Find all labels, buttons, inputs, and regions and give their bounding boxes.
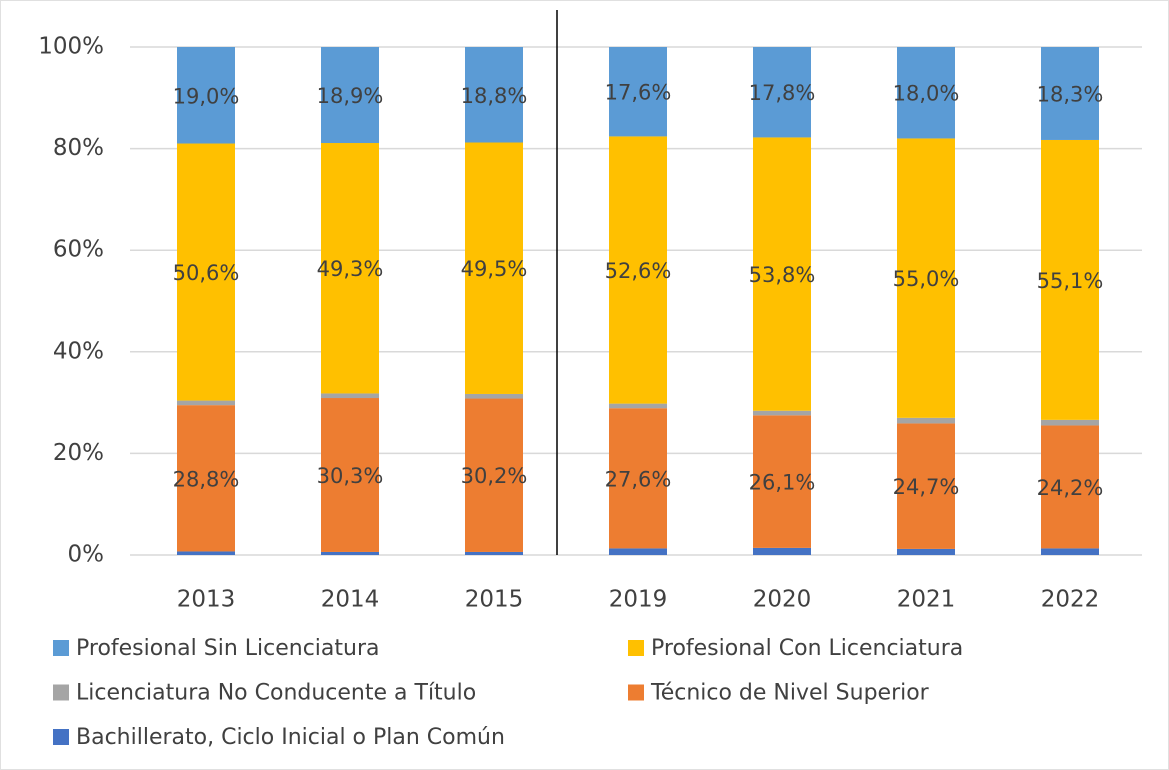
legend-swatch <box>628 640 644 656</box>
bar-segment <box>753 547 811 555</box>
y-tick-label: 80% <box>53 135 104 161</box>
y-tick-label: 100% <box>38 34 104 60</box>
data-label: 18,8% <box>461 84 528 108</box>
legend-swatch <box>53 684 69 701</box>
legend-label: Bachillerato, Ciclo Inicial o Plan Común <box>76 725 505 750</box>
bar-segment <box>609 403 667 409</box>
bar-segment <box>609 47 667 137</box>
bar-segment <box>897 138 955 418</box>
bar-segment <box>753 415 811 548</box>
bar-segment <box>177 551 235 555</box>
data-label: 30,3% <box>317 464 384 488</box>
bar-segment <box>177 143 235 401</box>
bar-segment <box>465 551 523 555</box>
data-label: 18,9% <box>317 84 384 108</box>
data-label: 50,6% <box>173 261 240 285</box>
data-label: 27,6% <box>605 467 672 491</box>
bar-segment <box>465 398 523 552</box>
bar-segment <box>1041 425 1099 549</box>
data-label: 17,8% <box>749 81 816 105</box>
legend-swatch <box>53 640 69 656</box>
bar-segment <box>321 47 379 144</box>
bar-segment <box>753 47 811 138</box>
bar-segment <box>321 143 379 394</box>
bar-segment <box>321 551 379 555</box>
x-tick-label: 2022 <box>1041 587 1100 613</box>
bar-segment <box>465 142 523 394</box>
legend-swatch <box>628 684 644 701</box>
x-tick-label: 2013 <box>177 587 236 613</box>
y-tick-label: 60% <box>53 237 104 263</box>
x-tick-label: 2020 <box>753 587 812 613</box>
bar-segment <box>177 400 235 406</box>
bar-segment <box>465 393 523 399</box>
bar-segment <box>897 47 955 139</box>
legend-label: Profesional Sin Licenciatura <box>76 636 380 661</box>
data-label: 52,6% <box>605 259 672 283</box>
legend-label: Licenciatura No Conducente a Título <box>76 681 476 706</box>
bar-segment <box>609 408 667 549</box>
bar-segment <box>1041 139 1099 420</box>
bar-segment <box>897 423 955 549</box>
bar-segment <box>609 136 667 404</box>
bar-segment <box>1041 548 1099 555</box>
bar-segment <box>1041 47 1099 140</box>
legend-label: Profesional Con Licenciatura <box>651 636 963 661</box>
data-label: 53,8% <box>749 263 816 287</box>
legend-label: Técnico de Nivel Superior <box>650 681 930 706</box>
bar-segment <box>609 548 667 555</box>
data-label: 24,7% <box>893 475 960 499</box>
bar-segment <box>897 548 955 555</box>
data-label: 18,3% <box>1037 82 1104 106</box>
x-tick-label: 2015 <box>465 587 524 613</box>
data-label: 30,2% <box>461 464 528 488</box>
bar-segment <box>177 47 235 144</box>
data-label: 55,1% <box>1037 269 1104 293</box>
data-label: 49,5% <box>461 257 528 281</box>
data-label: 26,1% <box>749 471 816 495</box>
x-tick-label: 2014 <box>321 587 380 613</box>
bar-segment <box>753 410 811 416</box>
bar-segment <box>897 417 955 424</box>
data-label: 18,0% <box>893 82 960 106</box>
data-label: 24,2% <box>1037 476 1104 500</box>
y-tick-label: 0% <box>68 542 105 568</box>
bar-segment <box>753 137 811 411</box>
bar-segment <box>1041 419 1099 426</box>
x-tick-label: 2021 <box>897 587 956 613</box>
data-label: 55,0% <box>893 267 960 291</box>
data-label: 17,6% <box>605 81 672 105</box>
data-label: 19,0% <box>173 84 240 108</box>
bar-segment <box>321 393 379 399</box>
data-label: 49,3% <box>317 257 384 281</box>
y-tick-label: 40% <box>53 338 104 364</box>
legend-swatch <box>53 729 69 745</box>
bar-segment <box>177 405 235 552</box>
y-tick-label: 20% <box>53 440 104 466</box>
bar-segment <box>321 398 379 552</box>
bar-segment <box>465 47 523 143</box>
data-label: 28,8% <box>173 467 240 491</box>
x-tick-label: 2019 <box>609 587 668 613</box>
